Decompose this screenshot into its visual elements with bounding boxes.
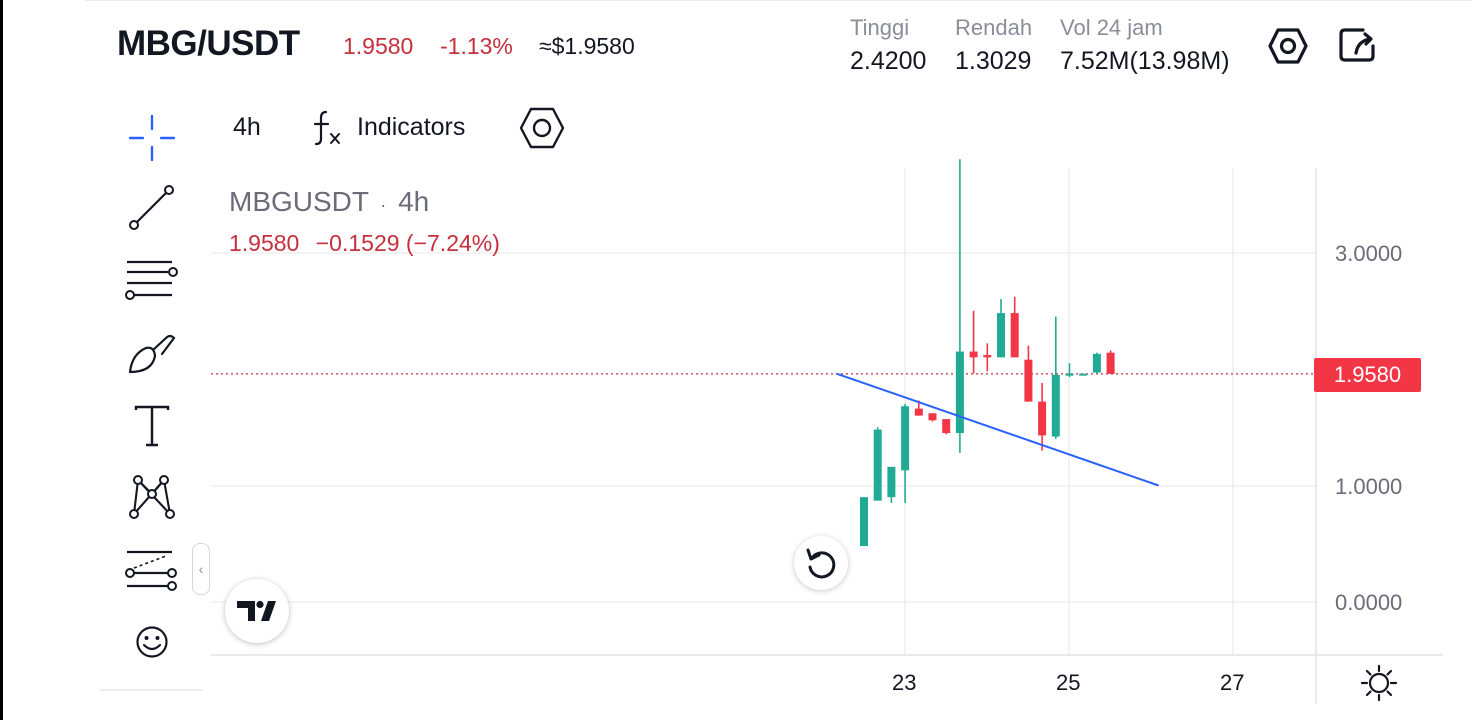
tradingview-logo[interactable] — [225, 579, 289, 643]
candle-body — [1065, 373, 1074, 376]
candle — [969, 310, 978, 374]
price-axis-label: 0.0000 — [1335, 590, 1403, 615]
candle — [983, 343, 992, 372]
legend-symbol-name: MBGUSDT — [229, 186, 369, 217]
stat-low-value: 1.3029 — [955, 47, 1032, 75]
candle-body — [1079, 373, 1088, 376]
share-icon[interactable] — [1337, 26, 1377, 66]
candle — [860, 497, 868, 547]
candle — [887, 466, 896, 503]
candle-body — [1010, 313, 1019, 358]
stat-low-label: Rendah — [955, 15, 1033, 40]
screen-edge — [0, 0, 3, 720]
legend-price: 1.9580 — [229, 230, 300, 256]
price-axis-label: 3.0000 — [1335, 241, 1403, 266]
chart-grid — [211, 168, 1316, 655]
candle — [1038, 382, 1047, 451]
candle-body — [928, 413, 937, 421]
prediction-icon[interactable] — [124, 544, 180, 596]
header-divider — [85, 0, 1472, 1]
candle — [873, 427, 882, 501]
candle — [955, 159, 964, 453]
interval-selector[interactable]: 4h — [233, 113, 261, 141]
usd-price: ≈$1.9580 — [539, 33, 635, 59]
text-tool-icon[interactable] — [124, 400, 180, 452]
candle — [1092, 352, 1101, 374]
indicators-button[interactable]: Indicators — [357, 113, 466, 141]
candle — [1024, 345, 1033, 402]
candle-body — [942, 419, 951, 434]
candle-body — [983, 355, 992, 358]
crosshair-icon[interactable] — [124, 112, 180, 164]
time-axis-label: 23 — [892, 670, 917, 695]
current-price-tag: 1.9580 — [1314, 358, 1421, 392]
candle-body — [1106, 352, 1115, 374]
candle-body — [955, 351, 964, 434]
legend-change: −0.1529 (−7.24%) — [315, 230, 500, 256]
stat-volume-label: Vol 24 jam — [1060, 15, 1163, 40]
stat-high-value: 2.4200 — [850, 47, 927, 75]
candle — [1079, 373, 1088, 376]
brush-icon[interactable] — [124, 330, 180, 382]
candle-body — [1038, 401, 1047, 436]
candle — [928, 413, 937, 422]
function-icon[interactable] — [311, 108, 343, 148]
gear-icon[interactable] — [1360, 664, 1398, 702]
candle — [1106, 350, 1115, 374]
fib-retracement-icon[interactable] — [124, 256, 180, 308]
chart-settings-icon[interactable] — [519, 106, 565, 150]
candle-body — [860, 497, 868, 547]
pair-title[interactable]: MBG/USDT — [117, 24, 300, 63]
trend-line-icon[interactable] — [124, 182, 180, 234]
pattern-icon[interactable] — [124, 472, 180, 524]
candle — [1051, 316, 1060, 439]
trend-line[interactable] — [836, 372, 1159, 487]
candle-body — [969, 351, 978, 358]
settings-icon[interactable] — [1268, 26, 1308, 66]
candle-body — [997, 313, 1005, 358]
candle — [942, 419, 951, 435]
candle-body — [873, 429, 882, 501]
candle-body — [887, 466, 896, 498]
stat-high-label: Tinggi — [850, 15, 910, 40]
candle-body — [1092, 353, 1101, 373]
stat-volume-value: 7.52M(13.98M) — [1060, 47, 1230, 75]
legend-interval: 4h — [398, 186, 430, 217]
candle-body — [901, 406, 910, 471]
candle-body — [914, 408, 923, 416]
time-axis-label: 25 — [1056, 670, 1081, 695]
legend-symbol: MBGUSDT · 4h — [229, 186, 429, 218]
emoji-icon[interactable] — [124, 616, 180, 668]
candle-body — [1024, 359, 1033, 402]
last-price: 1.9580 — [343, 33, 414, 59]
candle — [1065, 363, 1074, 378]
candle-body — [1051, 374, 1060, 437]
candle — [1010, 296, 1019, 358]
candles — [860, 159, 1115, 547]
reset-chart-button[interactable] — [794, 536, 848, 590]
collapse-toolbar-handle[interactable]: ‹ — [192, 543, 210, 595]
time-axis-label: 27 — [1220, 670, 1245, 695]
candle — [997, 299, 1005, 358]
change-percent: -1.13% — [440, 33, 513, 59]
price-axis-label: 1.0000 — [1335, 474, 1403, 499]
legend-values: 1.9580 −0.1529 (−7.24%) — [229, 230, 500, 257]
candle — [901, 403, 910, 503]
legend-separator: · — [380, 195, 387, 215]
